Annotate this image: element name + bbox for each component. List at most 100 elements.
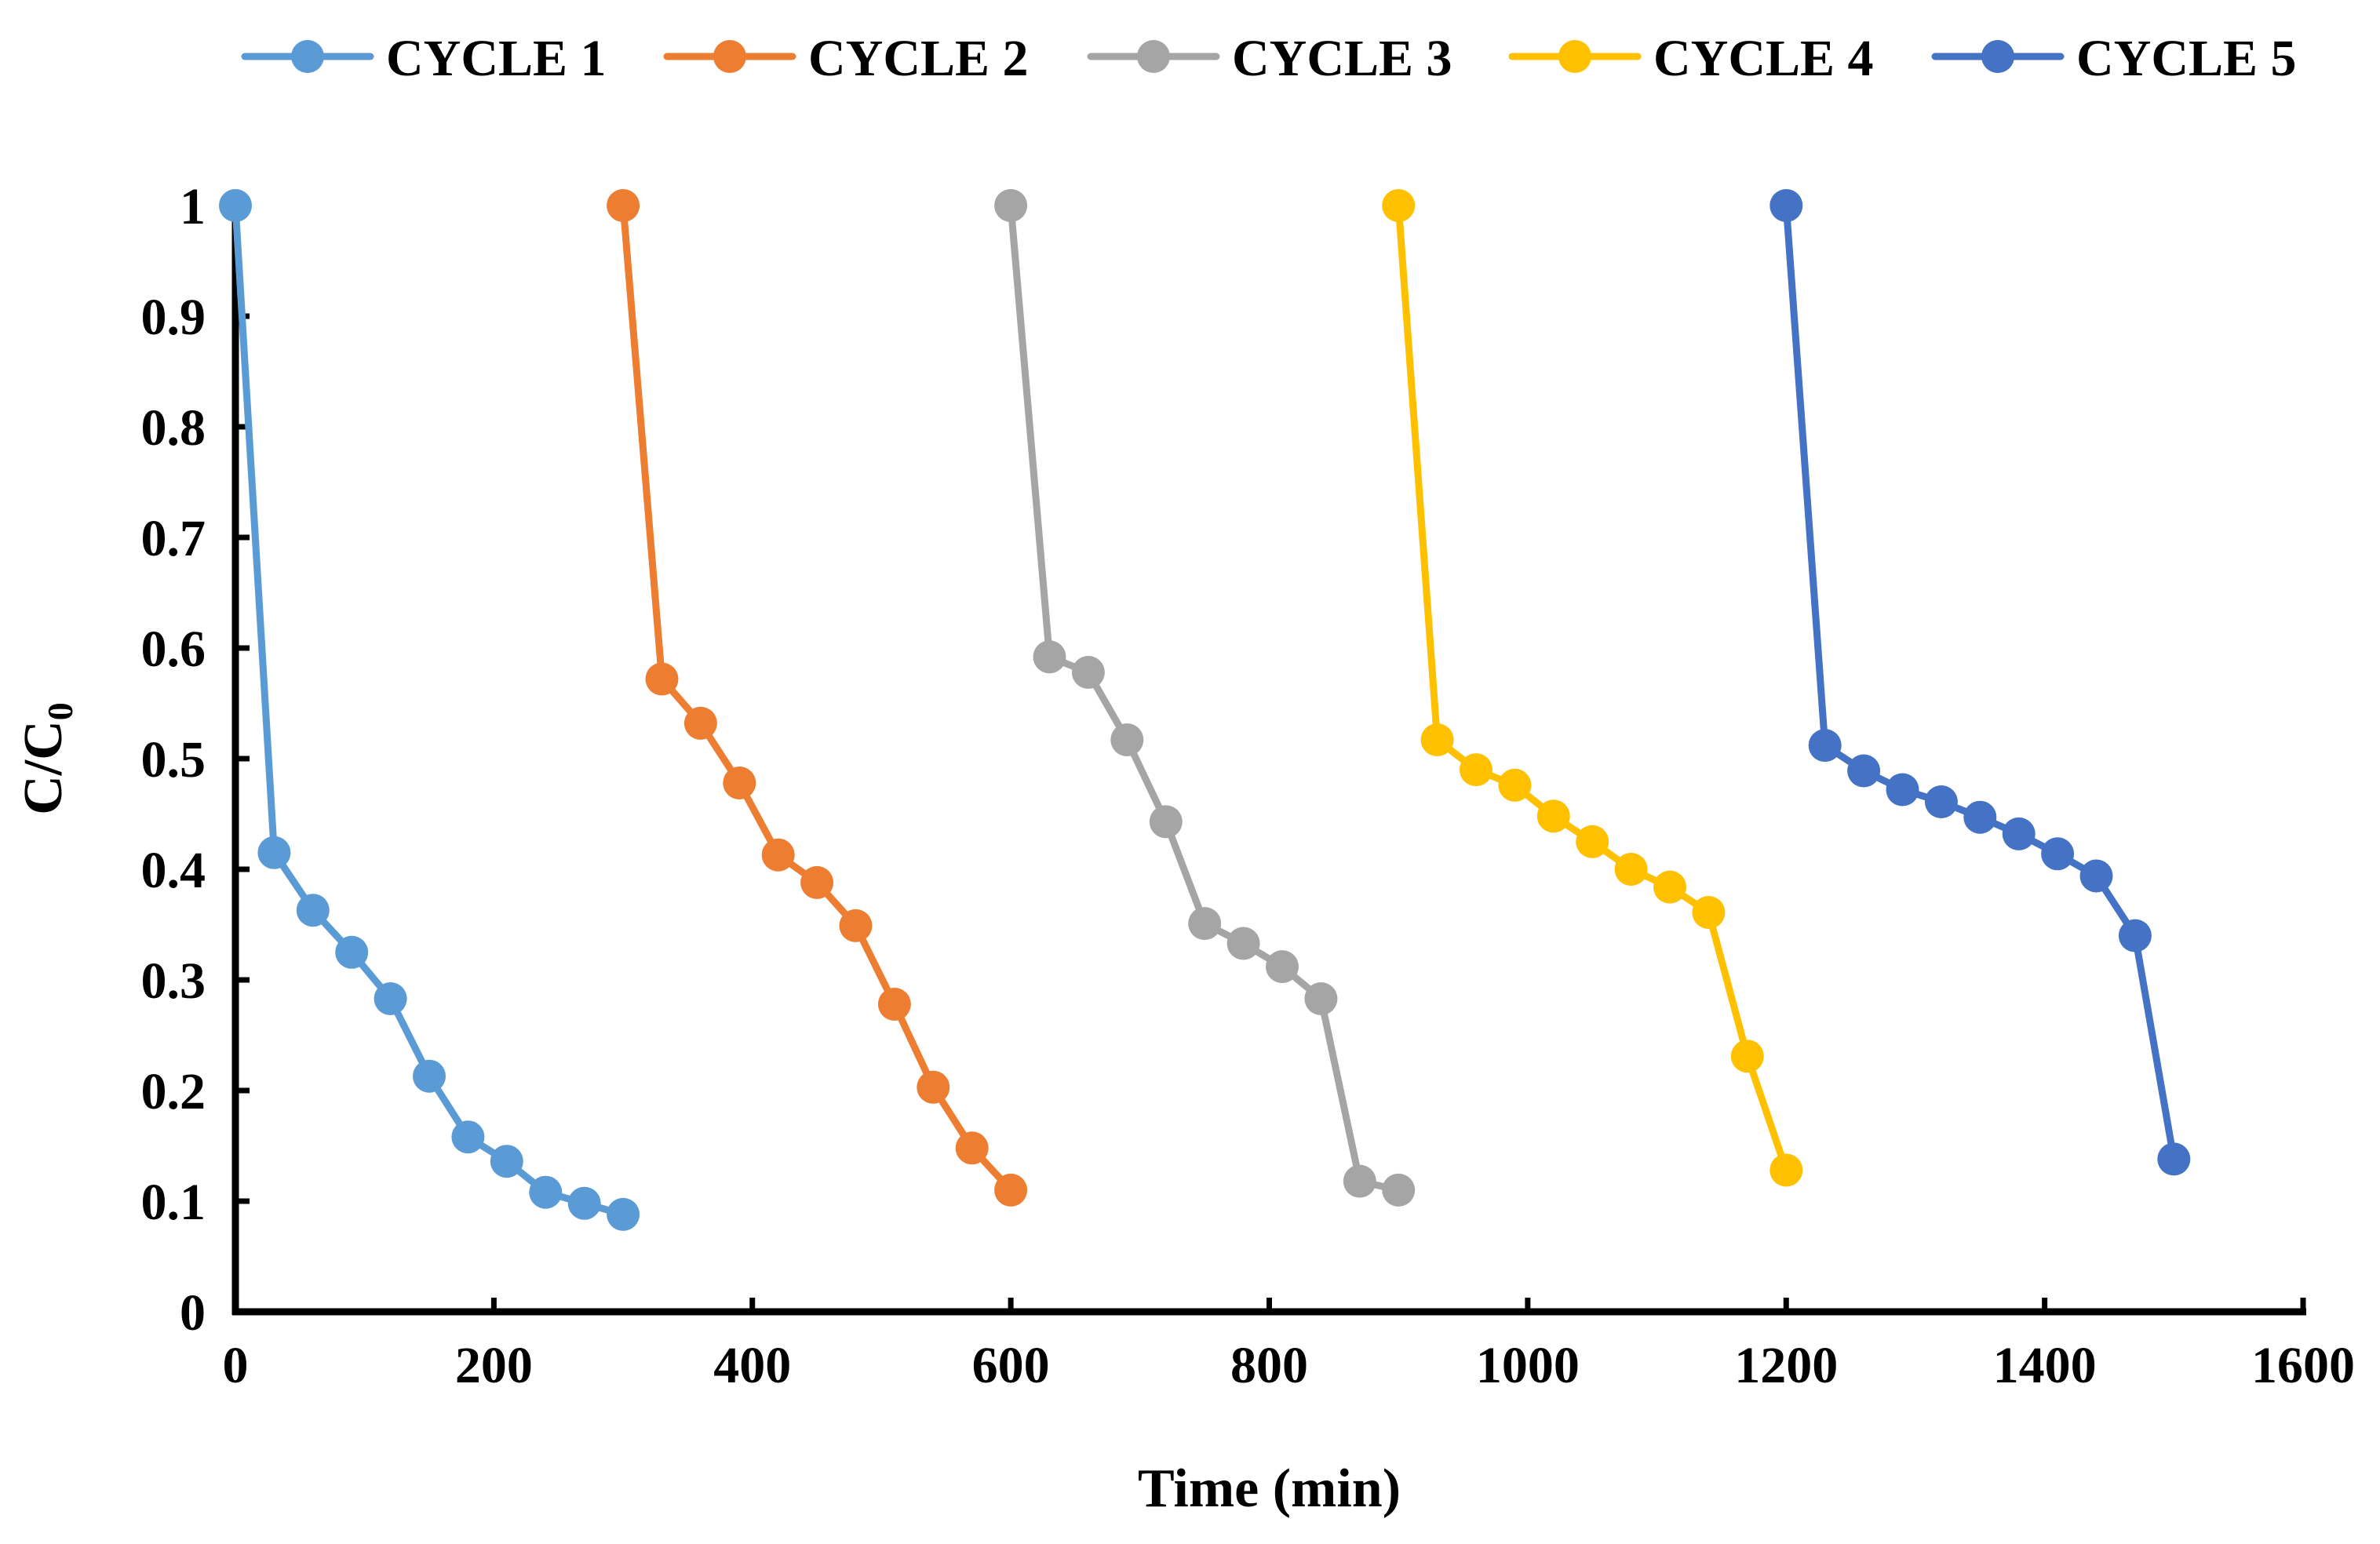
legend-label: CYCLE 1 [386,30,607,87]
data-point [1188,907,1222,941]
data-point [1576,825,1609,858]
y-tick-label: 0.2 [141,1063,206,1120]
data-point [567,1186,601,1220]
data-point [2002,817,2036,850]
x-tick-label: 600 [972,1337,1050,1394]
series-5 [1770,189,2191,1176]
data-point [1498,768,1532,802]
data-point [374,982,407,1015]
x-ticks: 0 200 400 600 800 1000 1200 1400 1600 [223,1298,2355,1394]
x-tick-label: 1200 [1734,1337,1838,1394]
data-point [219,189,252,222]
series-1 [219,189,640,1231]
series-line [619,202,1015,1194]
data-point [1382,1173,1416,1207]
data-point [1304,982,1338,1015]
y-ticks: 0 0.1 0.2 0.3 0.4 0.5 0.6 0.7 0.8 0.9 1 [141,178,250,1342]
x-tick-label: 1600 [2251,1337,2355,1394]
data-point [1110,723,1144,756]
data-point [800,865,834,899]
y-axis-title-subscript: 0 [40,702,80,720]
x-axis-title: Time (min) [1138,1458,1401,1519]
data-point [723,767,756,799]
y-tick-label: 0.5 [141,731,206,788]
series-4 [1382,189,1803,1187]
legend-item: CYCLE 1 [241,30,607,87]
x-tick-label: 1400 [1993,1337,2097,1394]
data-point [296,894,330,927]
x-tick-label: 800 [1230,1337,1308,1394]
data-point [2157,1142,2191,1176]
data-point [2118,919,2152,952]
data-point [1847,754,1881,788]
series-3 [994,189,1416,1207]
legend-label: CYCLE 4 [1653,30,1874,87]
data-point [607,1197,640,1231]
data-point [529,1175,563,1209]
data-point [645,662,679,696]
y-tick-label: 0.3 [141,952,206,1010]
legend-item: CYCLE 2 [663,30,1029,87]
data-point [839,909,873,942]
data-point [683,706,717,740]
data-point [335,935,369,969]
y-tick-label: 0.1 [141,1174,206,1231]
data-point [1770,189,1803,222]
y-tick-label: 0 [180,1284,206,1342]
axes: 0 200 400 600 800 1000 1200 1400 1600 0 0.1 0.2 0.3… [141,178,2356,1394]
y-tick-label: 0.7 [141,510,206,567]
data-point [1343,1164,1376,1198]
y-tick-label: 0.4 [141,842,206,899]
legend-label: CYCLE 5 [2076,30,2297,87]
data-point [1653,870,1686,904]
data-point [2041,837,2075,871]
legend-label: CYCLE 2 [808,30,1029,87]
y-tick-label: 1 [180,178,206,235]
data-point [1420,723,1454,756]
legend: CYCLE 1 CYCLE 2 CYCLE 3 CYCLE 4 CYCLE 5 [241,30,2297,87]
y-tick-label: 0.9 [141,289,206,346]
x-tick-label: 400 [713,1337,791,1394]
legend-swatch-marker [291,40,324,73]
data-point [1536,799,1570,833]
legend-swatch-marker [1137,40,1170,73]
data-point [257,836,291,869]
legend-swatch-marker [1558,40,1591,73]
series [219,189,2191,1231]
data-point [1460,753,1493,787]
legend-item: CYCLE 3 [1087,30,1452,87]
data-point [1808,729,1842,763]
data-point [1963,800,1997,834]
x-tick-label: 0 [223,1337,249,1394]
data-point [1382,189,1416,222]
data-point [994,1173,1028,1207]
data-point [1730,1040,1764,1073]
data-point [1033,640,1066,674]
legend-swatch-marker [713,40,746,73]
data-point [1924,785,1958,818]
series-line [1782,202,2178,1163]
data-point [1770,1153,1803,1187]
series-2 [607,189,1028,1207]
data-point [1149,805,1183,839]
data-point [1614,853,1648,886]
data-point [2079,859,2113,893]
data-point [413,1059,446,1093]
data-point [917,1070,950,1104]
legend-label: CYCLE 3 [1232,30,1452,87]
data-point [1692,896,1726,929]
data-point [607,189,640,222]
y-axis-title-main: C/C [13,720,74,815]
data-point [877,988,911,1021]
data-point [451,1120,485,1154]
data-point [490,1145,523,1178]
x-tick-label: 200 [455,1337,533,1394]
data-point [1266,950,1299,984]
y-tick-label: 0.8 [141,399,206,457]
x-tick-label: 1000 [1476,1337,1580,1394]
data-point [1071,656,1105,689]
legend-swatch-marker [1981,40,2014,73]
series-line [1007,202,1402,1194]
